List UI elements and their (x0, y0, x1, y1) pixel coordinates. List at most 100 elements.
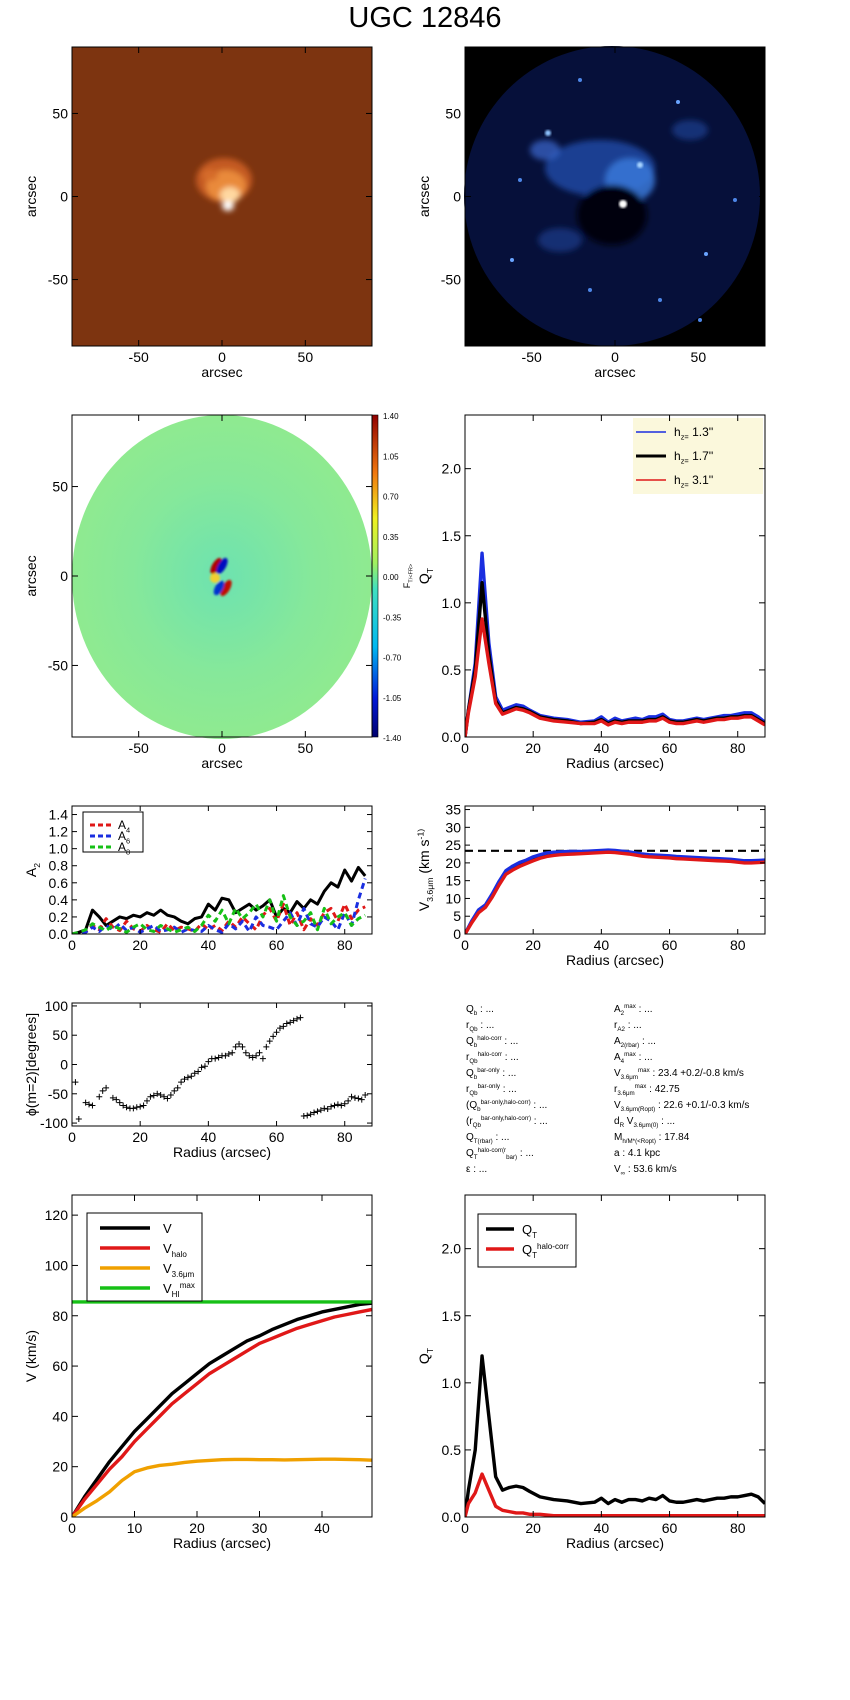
y-tick-label: 0.2 (49, 909, 69, 925)
data-point (314, 1108, 321, 1115)
data-point (140, 1102, 147, 1109)
x-axis-label: Radius (arcsec) (173, 1144, 271, 1160)
y-tick-label: 20 (52, 1459, 68, 1475)
y-tick-label: 50 (52, 479, 68, 495)
colorbar (371, 414, 379, 738)
y-axis-label: arcsec (416, 176, 432, 217)
y-tick-label: 0 (60, 568, 68, 584)
info-left-line: (Qbbar-only,halo-corr) : ... (466, 1099, 547, 1113)
info-left-line: rQbhalo-corr : ... (466, 1051, 519, 1065)
data-point (276, 1025, 283, 1032)
data-point (116, 1099, 123, 1106)
series-line-red (465, 850, 765, 934)
y-axis-label: A2 (23, 863, 42, 877)
x-tick-label: 60 (269, 937, 285, 953)
y-tick-label: 2.0 (442, 461, 462, 477)
series-line-black (465, 581, 765, 737)
x-tick-label: 60 (662, 740, 678, 756)
chart-p3: -50 0 50 -50 0 50 arcsec arcsec 1.40 1.05 0.70 0.35… (23, 412, 415, 771)
series-line-q-t (465, 1354, 765, 1517)
data-point (103, 1084, 110, 1091)
data-point (246, 1052, 253, 1059)
y-tick-label: 0 (60, 1509, 68, 1525)
data-point (294, 1015, 300, 1022)
data-point (184, 1074, 191, 1081)
colorbar-tick-label: -0.35 (383, 613, 402, 622)
data-point (150, 1092, 157, 1099)
colorbar-tick-label: -0.70 (383, 654, 402, 663)
colorbar-tick-label: 0.35 (383, 533, 399, 542)
data-point (259, 1055, 266, 1062)
y-tick-label: 1.0 (49, 841, 69, 857)
x-tick-label: 80 (730, 1520, 746, 1536)
data-point (249, 1054, 256, 1061)
data-point (96, 1093, 103, 1100)
x-tick-label: 80 (730, 937, 746, 953)
info-right-line: A2(rbar) : ... (614, 1036, 656, 1049)
y-tick-label: 100 (45, 998, 69, 1014)
series-line-v-3-6-m (72, 1457, 372, 1517)
series-line-v (72, 1301, 372, 1517)
y-tick-label: 0.6 (49, 875, 69, 891)
y-tick-label: 1.2 (49, 824, 69, 840)
panel-force-ratio-map (72, 414, 379, 739)
data-point (191, 1070, 198, 1077)
data-point (178, 1079, 185, 1086)
x-tick-label: 0 (218, 740, 226, 756)
x-tick-label: 60 (662, 937, 678, 953)
axes-frame (464, 805, 766, 935)
legend-label: A6 (118, 829, 130, 846)
y-tick-label: 1.4 (49, 807, 69, 823)
series-line-v-halo (72, 1307, 372, 1517)
data-point (304, 1112, 311, 1119)
axes-frame (464, 1194, 766, 1518)
data-point (82, 1099, 89, 1106)
legend-label: Vhalo (163, 1241, 187, 1259)
data-point (232, 1043, 239, 1050)
series-line-black (72, 865, 367, 934)
x-tick-label: 20 (189, 1520, 205, 1536)
data-point (351, 1094, 358, 1101)
chart-p4: 0 20 40 60 80 0.0 0.5 1.0 1.5 2.0 Radius (arcsec) Q… (416, 414, 766, 771)
panel-info-text: Qb : ... rQb : ... Qbhalo-corr : ... rQbhal… (466, 1003, 749, 1177)
data-point (222, 1052, 229, 1059)
data-point (195, 1068, 202, 1075)
data-point (338, 1102, 345, 1109)
chart-p2: -50 0 50 -50 0 50 arcsec arcsec (416, 46, 766, 380)
y-tick-label: 0.4 (49, 892, 69, 908)
info-right-line: dR V3.6μm(0) : ... (614, 1116, 675, 1129)
force-ratio-disk (72, 415, 372, 739)
chart-p7: 0 20 40 60 80 -100 -50 0 50 100 Radius (arcsec) ϕ(m… (23, 998, 373, 1160)
chart-p10: 0 20 40 60 80 0.0 0.5 1.0 1.5 2.0 Radius (arcsec) Q… (416, 1194, 766, 1551)
data-point (307, 1111, 314, 1118)
series-line-a-6 (72, 878, 367, 934)
data-point (201, 1063, 208, 1070)
y-tick-label: 0.0 (442, 1509, 462, 1525)
data-point (164, 1095, 171, 1102)
x-tick-label: 20 (132, 937, 148, 953)
x-tick-label: -50 (129, 740, 149, 756)
x-tick-label: 20 (132, 1129, 148, 1145)
x-tick-label: 10 (127, 1520, 143, 1536)
y-tick-label: -50 (48, 1086, 68, 1102)
y-tick-label: 35 (445, 802, 461, 818)
info-left-line: rQb : ... (466, 1020, 494, 1033)
data-point (273, 1029, 280, 1036)
colorbar-tick-label: -1.05 (383, 694, 402, 703)
legend-label: A8 (118, 840, 130, 857)
y-tick-label: 0 (60, 189, 68, 205)
data-point (225, 1050, 232, 1057)
info-right-line: A4max : ... (614, 1051, 653, 1065)
x-axis-label: Radius (arcsec) (173, 1535, 271, 1551)
y-tick-label: 15 (445, 873, 461, 889)
data-point (328, 1103, 335, 1110)
y-tick-label: 25 (445, 837, 461, 853)
colorbar-label: FT/<FR> (402, 564, 415, 588)
info-right-line: V3.6μmmax : 23.4 +0.2/-0.8 km/s (614, 1067, 744, 1081)
panel-orange-image (72, 47, 372, 346)
chart-p9: 0 10 20 30 40 0 20 40 60 80 100 120 Radius (arcsec) V… (23, 1194, 373, 1551)
colorbar-tick-label: 1.40 (383, 412, 399, 421)
x-tick-label: 40 (594, 740, 610, 756)
y-tick-label: 60 (52, 1358, 68, 1374)
